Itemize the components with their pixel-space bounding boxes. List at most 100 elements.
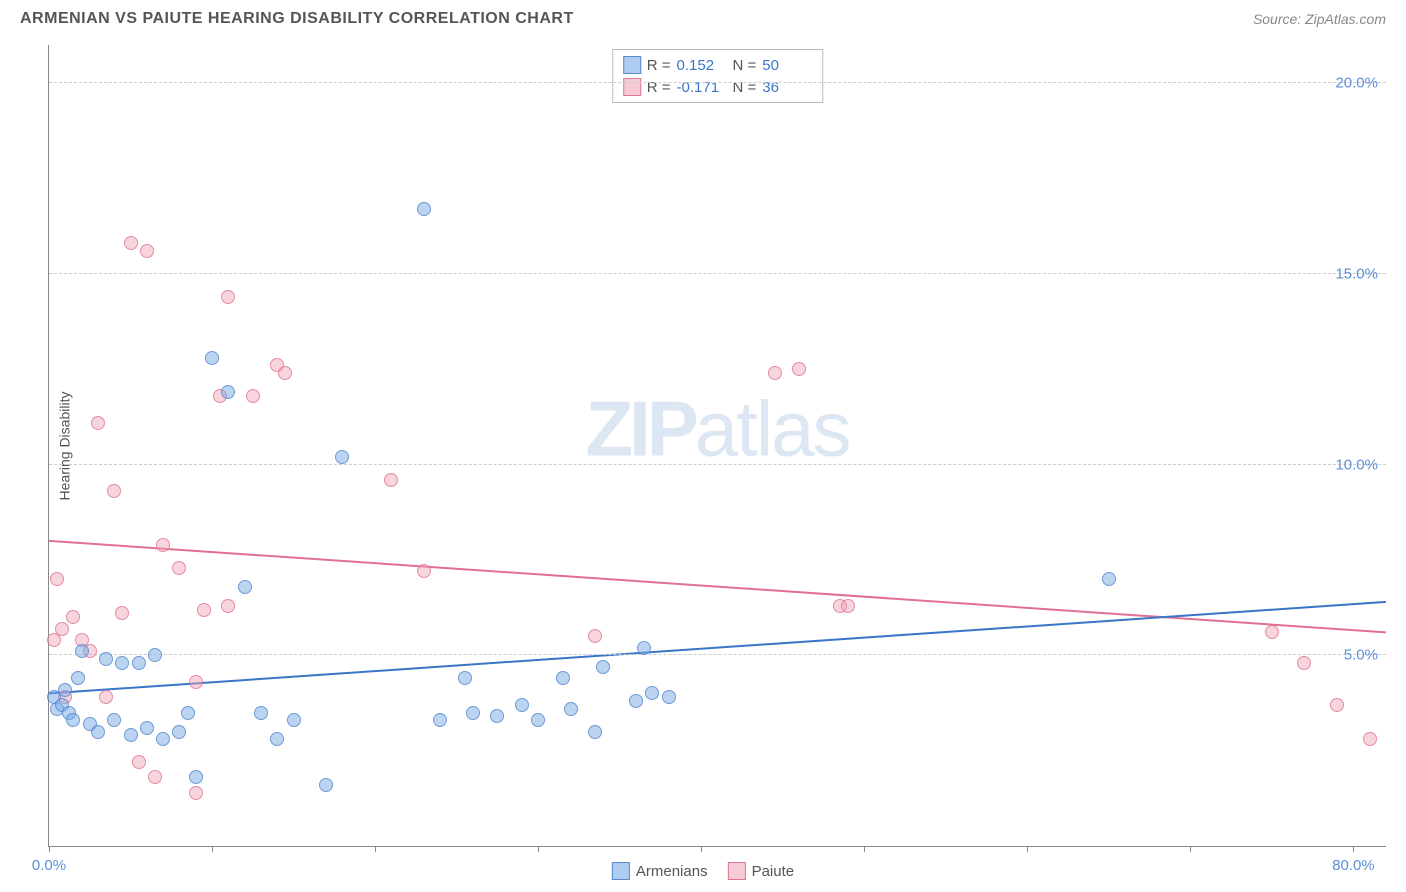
x-tick — [1190, 846, 1191, 852]
watermark: ZIPatlas — [585, 384, 849, 475]
data-point — [115, 656, 129, 670]
data-point — [531, 713, 545, 727]
data-point — [792, 362, 806, 376]
data-point — [238, 580, 252, 594]
data-point — [189, 786, 203, 800]
data-point — [1363, 732, 1377, 746]
swatch-pink-icon — [728, 862, 746, 880]
data-point — [629, 694, 643, 708]
data-point — [132, 656, 146, 670]
data-point — [662, 690, 676, 704]
data-point — [55, 622, 69, 636]
x-tick — [49, 846, 50, 852]
data-point — [466, 706, 480, 720]
x-max-label: 80.0% — [1332, 857, 1375, 874]
data-point — [417, 202, 431, 216]
data-point — [588, 629, 602, 643]
data-point — [319, 778, 333, 792]
data-point — [254, 706, 268, 720]
data-point — [107, 484, 121, 498]
trend-lines — [49, 45, 1386, 846]
data-point — [172, 561, 186, 575]
swatch-pink — [623, 78, 641, 96]
x-tick — [538, 846, 539, 852]
data-point — [99, 690, 113, 704]
data-point — [71, 671, 85, 685]
data-point — [246, 389, 260, 403]
data-point — [140, 721, 154, 735]
data-point — [107, 713, 121, 727]
data-point — [189, 770, 203, 784]
data-point — [50, 572, 64, 586]
legend-item-armenians: Armenians — [612, 862, 708, 880]
x-tick — [375, 846, 376, 852]
data-point — [768, 366, 782, 380]
y-tick-label: 5.0% — [1344, 647, 1378, 664]
data-point — [99, 652, 113, 666]
legend-row-paiute: R = -0.171 N = 36 — [623, 76, 813, 98]
y-tick-label: 15.0% — [1335, 265, 1378, 282]
data-point — [1265, 625, 1279, 639]
data-point — [58, 683, 72, 697]
x-tick — [1027, 846, 1028, 852]
data-point — [278, 366, 292, 380]
data-point — [588, 725, 602, 739]
y-tick-label: 10.0% — [1335, 456, 1378, 473]
data-point — [221, 290, 235, 304]
chart-title: ARMENIAN VS PAIUTE HEARING DISABILITY CO… — [20, 10, 574, 28]
data-point — [221, 599, 235, 613]
data-point — [1297, 656, 1311, 670]
series-legend: Armenians Paiute — [612, 862, 794, 880]
data-point — [335, 450, 349, 464]
data-point — [66, 610, 80, 624]
data-point — [148, 770, 162, 784]
data-point — [172, 725, 186, 739]
data-point — [156, 732, 170, 746]
data-point — [140, 244, 154, 258]
data-point — [148, 648, 162, 662]
data-point — [91, 725, 105, 739]
data-point — [433, 713, 447, 727]
gridline — [49, 654, 1386, 655]
data-point — [384, 473, 398, 487]
gridline — [49, 82, 1386, 83]
data-point — [556, 671, 570, 685]
gridline — [49, 273, 1386, 274]
data-point — [124, 236, 138, 250]
data-point — [270, 732, 284, 746]
x-tick — [1353, 846, 1354, 852]
data-point — [645, 686, 659, 700]
data-point — [841, 599, 855, 613]
data-point — [490, 709, 504, 723]
data-point — [596, 660, 610, 674]
data-point — [564, 702, 578, 716]
data-point — [1330, 698, 1344, 712]
x-tick — [212, 846, 213, 852]
data-point — [417, 564, 431, 578]
x-tick — [864, 846, 865, 852]
data-point — [115, 606, 129, 620]
legend-row-armenians: R = 0.152 N = 50 — [623, 54, 813, 76]
source-attribution: Source: ZipAtlas.com — [1253, 11, 1386, 27]
data-point — [156, 538, 170, 552]
x-tick — [701, 846, 702, 852]
data-point — [221, 385, 235, 399]
data-point — [189, 675, 203, 689]
x-min-label: 0.0% — [32, 857, 66, 874]
correlation-legend: R = 0.152 N = 50 R = -0.171 N = 36 — [612, 49, 824, 103]
y-tick-label: 20.0% — [1335, 75, 1378, 92]
gridline — [49, 464, 1386, 465]
data-point — [132, 755, 146, 769]
data-point — [287, 713, 301, 727]
scatter-plot-area: ZIPatlas R = 0.152 N = 50 R = -0.171 N =… — [48, 45, 1386, 847]
data-point — [75, 644, 89, 658]
data-point — [205, 351, 219, 365]
data-point — [181, 706, 195, 720]
data-point — [1102, 572, 1116, 586]
legend-item-paiute: Paiute — [728, 862, 795, 880]
data-point — [91, 416, 105, 430]
swatch-blue-icon — [612, 862, 630, 880]
data-point — [66, 713, 80, 727]
data-point — [637, 641, 651, 655]
data-point — [515, 698, 529, 712]
